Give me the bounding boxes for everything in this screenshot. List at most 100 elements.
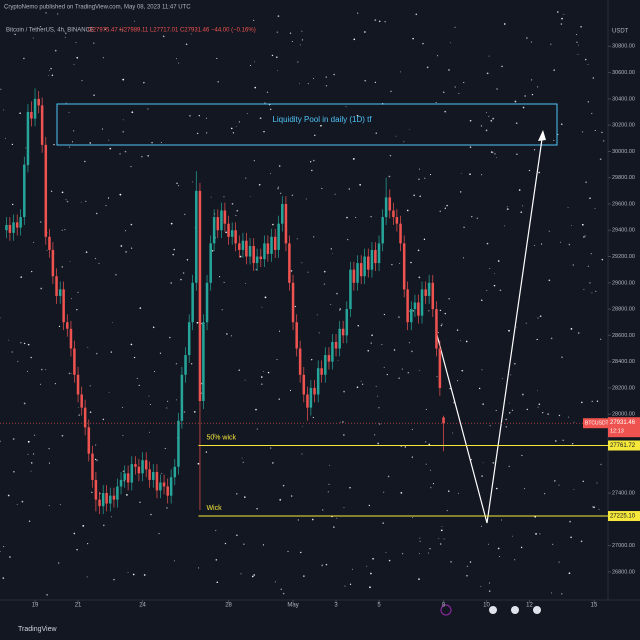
star [592,77,595,79]
star [276,31,279,33]
star [172,253,175,256]
star [244,496,246,498]
candle-body [320,368,323,375]
star [401,553,404,555]
star [378,407,380,409]
star [264,296,267,299]
star [400,492,403,494]
star [508,402,510,404]
star [481,475,483,477]
star [333,526,335,528]
star [570,328,573,330]
star [417,249,420,252]
star [384,21,386,23]
star [539,315,542,318]
star [104,28,106,30]
star [148,431,150,433]
star [508,329,510,332]
star [121,30,123,32]
star [313,159,315,162]
star [463,82,465,84]
star [503,225,505,227]
star [487,543,489,545]
star [314,134,316,137]
star [111,322,113,323]
candle-body [356,263,359,283]
star [555,440,557,442]
star [180,278,182,281]
event-icon [440,604,452,616]
star [23,402,26,405]
star [54,383,57,385]
star [197,567,200,569]
star [554,480,556,482]
star [73,130,75,132]
star [279,498,282,501]
candle-body [87,427,91,454]
star [259,117,262,120]
star [30,470,32,472]
star [513,362,516,365]
star [167,400,169,402]
star [496,157,497,158]
star [521,393,524,396]
star [122,131,124,133]
level-name: Wick [206,505,222,512]
star [225,231,227,234]
star [446,204,448,207]
candle-body [284,203,288,244]
star [480,125,483,127]
candle-body [216,217,220,231]
candle-body [241,240,245,250]
candle-body [316,368,320,395]
star [381,343,383,346]
star [580,540,583,543]
star [344,585,346,587]
star [482,403,484,405]
star [311,518,314,521]
star [505,418,508,421]
star [501,65,503,68]
candle-body [255,256,259,264]
star [20,276,23,278]
star [444,207,447,210]
star [478,387,481,390]
star [232,132,235,134]
countdown: 12:13 [610,429,624,435]
star [369,586,371,589]
star [122,470,125,473]
candle-body [410,309,413,323]
star [490,119,493,122]
star [576,34,578,36]
star [102,57,104,59]
star [313,78,315,79]
star [147,155,149,157]
star [323,283,326,285]
star [592,506,594,508]
candle-body [227,223,230,237]
level-tag [608,511,640,522]
star [61,229,63,231]
candle-body [144,460,148,470]
candle-body [273,236,277,250]
star [289,389,292,391]
star [522,205,524,207]
star [339,421,341,423]
star [108,392,110,393]
price-tag [608,417,640,438]
candle-body [187,322,191,356]
star [277,188,279,190]
star [538,171,541,174]
candle-body [19,217,22,228]
symbol-tag [583,418,608,429]
star [108,139,110,141]
star [599,158,602,161]
star [49,70,51,71]
star [589,197,591,199]
star [511,409,514,412]
star [454,86,456,88]
star [403,141,405,143]
star [175,362,178,365]
star [568,572,571,575]
